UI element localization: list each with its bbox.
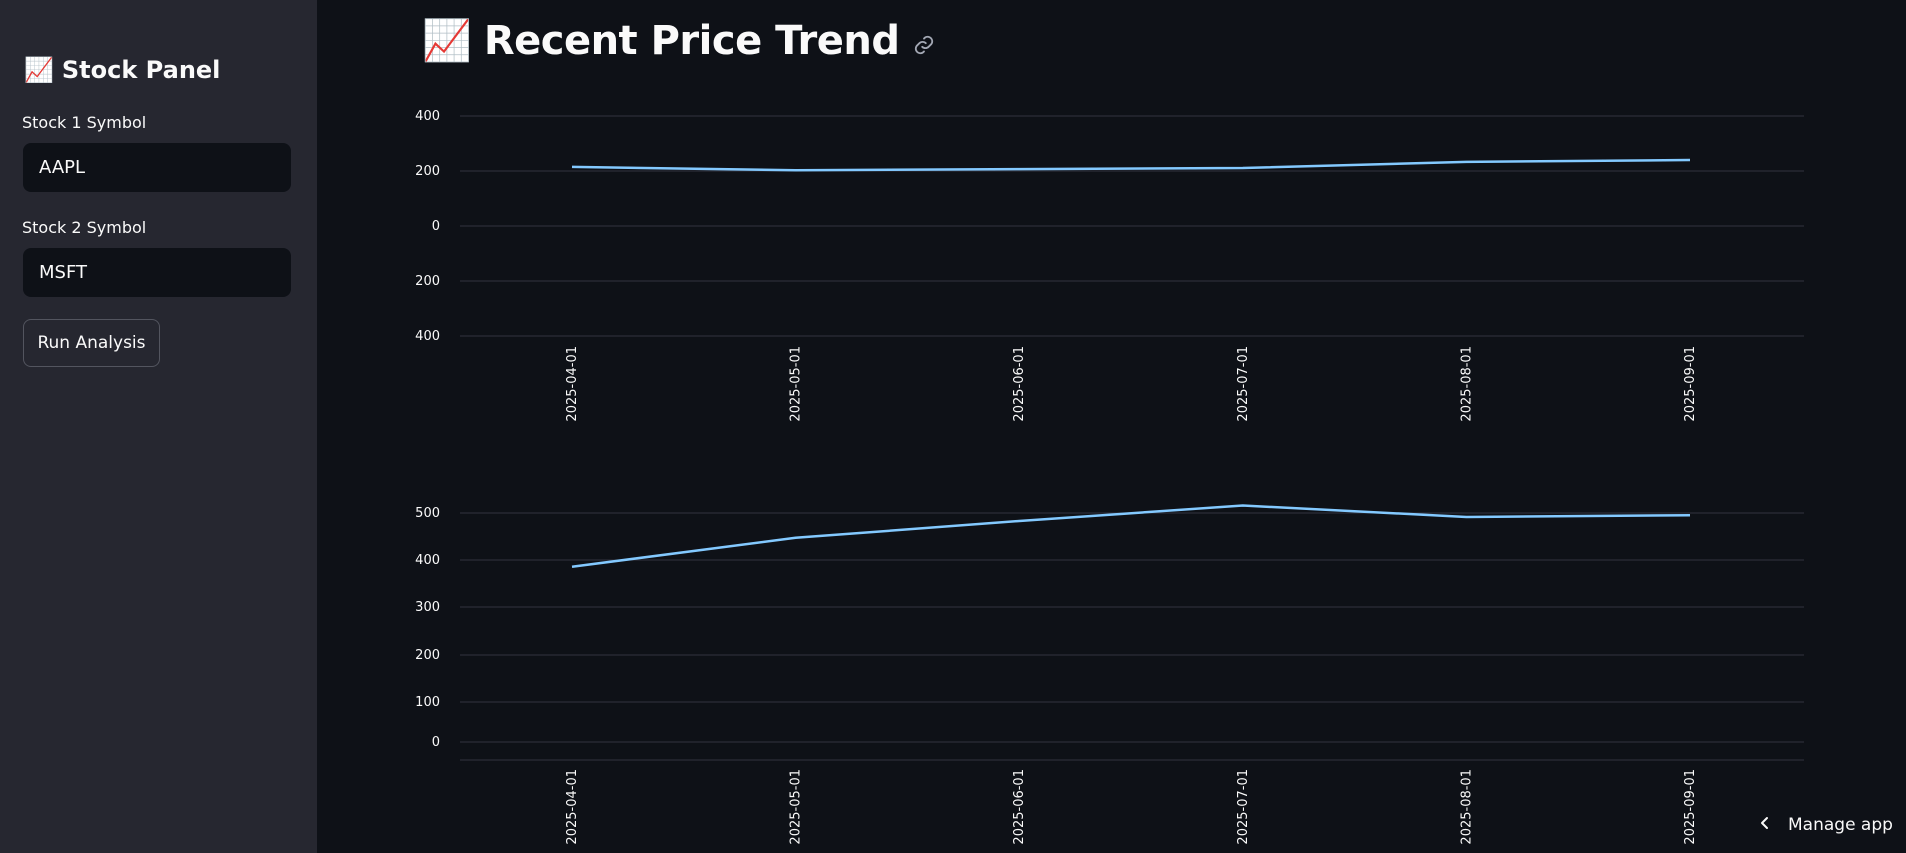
y-tick-label: 400 [415,109,440,124]
stock1-input[interactable] [23,143,291,192]
msft-price-chart[interactable]: 500 400 300 200 100 0 2025-04-01 2025-05-01 2025… [400,485,1820,847]
y-tick-label: 100 [415,695,440,710]
stock2-label: Stock 2 Symbol [22,218,147,237]
page-title-text: Recent Price Trend [483,18,900,64]
x-tick-label: 2025-04-01 [565,769,580,845]
manage-app-button[interactable]: Manage app [1758,815,1893,835]
y-tick-label: 0 [432,735,440,750]
x-tick-label: 2025-06-01 [1012,346,1027,422]
x-tick-label: 2025-06-01 [1012,769,1027,845]
x-tick-label: 2025-08-01 [1459,346,1474,422]
run-analysis-button[interactable]: Run Analysis [23,319,160,367]
x-tick-label: 2025-04-01 [565,346,580,422]
x-tick-label: 2025-05-01 [789,346,804,422]
stock2-input[interactable] [23,248,291,297]
aapl-price-chart[interactable]: 400 200 0 200 400 2025-04-01 2025-05-01 2025-06… [400,100,1820,450]
x-tick-label: 2025-09-01 [1683,346,1698,422]
y-tick-label: 400 [415,553,440,568]
link-icon[interactable] [913,34,935,56]
chevron-left-icon [1758,815,1772,835]
sidebar-title: 📈 Stock Panel [24,56,220,84]
y-tick-label: 200 [415,274,440,289]
price-series-line[interactable] [571,504,1691,568]
y-tick-label: 300 [415,600,440,615]
chart-increasing-icon: 📈 [422,18,472,64]
x-tick-label: 2025-08-01 [1459,769,1474,845]
sidebar: 📈 Stock Panel Stock 1 Symbol Stock 2 Sym… [0,0,317,853]
x-tick-label: 2025-09-01 [1683,769,1698,845]
y-tick-label: 500 [415,506,440,521]
y-tick-label: 0 [432,219,440,234]
stock1-label: Stock 1 Symbol [22,113,147,132]
page-title: 📈 Recent Price Trend [422,18,935,64]
chart-increasing-icon: 📈 [24,56,54,84]
y-tick-label: 200 [415,164,440,179]
price-series-line[interactable] [571,158,1691,172]
y-tick-label: 400 [415,329,440,344]
x-tick-label: 2025-07-01 [1236,346,1251,422]
sidebar-title-text: Stock Panel [61,56,221,84]
x-tick-label: 2025-07-01 [1236,769,1251,845]
manage-app-label: Manage app [1788,815,1893,835]
y-tick-label: 200 [415,648,440,663]
x-tick-label: 2025-05-01 [789,769,804,845]
